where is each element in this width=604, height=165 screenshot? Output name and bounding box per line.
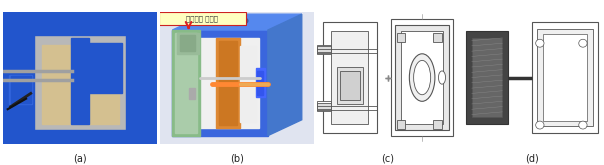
Bar [172,30,200,136]
Bar [255,68,265,97]
Circle shape [579,39,587,47]
Bar [434,33,442,42]
FancyBboxPatch shape [159,12,246,25]
Bar [3,12,34,144]
Ellipse shape [439,71,446,84]
Ellipse shape [414,60,431,95]
Polygon shape [172,14,302,30]
Bar [397,120,405,129]
Bar [257,71,263,95]
Bar [240,46,255,122]
Circle shape [536,39,544,47]
Bar [200,38,259,128]
Bar [466,31,508,124]
Bar [219,41,237,125]
Bar [397,33,405,42]
Text: (c): (c) [382,153,394,164]
Bar [34,35,126,130]
Bar [180,35,196,51]
Text: (b): (b) [230,153,244,164]
Circle shape [579,121,587,129]
Bar [177,33,199,54]
Bar [323,22,377,133]
Bar [42,45,118,124]
Ellipse shape [226,16,248,25]
Bar [472,38,503,117]
Circle shape [536,121,544,129]
Bar [401,31,443,124]
Polygon shape [268,14,302,136]
Bar [434,120,442,129]
Bar [71,38,89,124]
Bar [11,76,31,103]
Text: (d): (d) [525,153,538,164]
Bar [332,31,368,124]
Ellipse shape [410,54,435,101]
Bar [542,34,587,121]
Bar [317,101,332,111]
Text: (a): (a) [73,153,87,164]
Bar [175,33,197,133]
Bar [126,12,157,144]
Bar [3,12,157,35]
Bar [9,75,32,104]
Bar [216,38,240,128]
Bar [3,130,157,144]
Bar [317,46,332,52]
Bar [172,30,268,136]
Bar [532,22,598,133]
Bar [537,29,593,126]
Bar [88,43,121,93]
Bar [189,88,196,99]
Bar [340,71,360,100]
Bar [317,45,332,54]
Bar [317,103,332,109]
Bar [395,25,449,130]
Text: 액체질소 유입구: 액체질소 유입구 [187,16,219,22]
Bar [337,67,362,104]
Bar [391,19,454,136]
